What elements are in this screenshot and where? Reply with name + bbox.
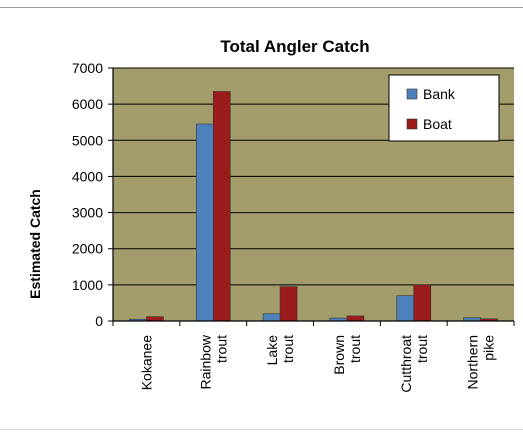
y-tick-label: 6000 [72, 96, 103, 112]
y-axis-label: Estimated Catch [27, 189, 43, 299]
bar-bank [195, 123, 214, 322]
y-tick-label: 7000 [72, 60, 103, 76]
legend: Bank Boat [388, 74, 500, 142]
x-tick-label: Rainbow [197, 334, 213, 389]
x-tick-label: Brown [331, 335, 347, 375]
legend-label-boat: Boat [423, 116, 452, 132]
x-tick-label: Cutthroat [398, 335, 414, 393]
y-tick-label: 2000 [72, 241, 103, 257]
bar-bank [262, 313, 281, 322]
bar-boat [413, 284, 432, 322]
x-tick-label: Kokanee [138, 335, 154, 390]
y-tick-label: 0 [95, 313, 103, 329]
y-tick-label: 3000 [72, 205, 103, 221]
y-tick-label: 5000 [72, 132, 103, 148]
x-tick-label: pike [481, 335, 497, 361]
bar-boat [346, 315, 365, 322]
x-tick-label: Northern [465, 335, 481, 389]
x-tick-label: trout [280, 335, 296, 363]
bar-boat [279, 286, 298, 322]
legend-swatch-bank [406, 88, 418, 100]
top-divider [0, 7, 523, 8]
legend-label-bank: Bank [423, 86, 456, 102]
x-tick-label: trout [414, 335, 430, 363]
legend-box [388, 74, 500, 142]
bottom-divider [0, 429, 523, 430]
bar-boat [212, 91, 231, 322]
x-tick-label: trout [213, 335, 229, 363]
x-tick-label: trout [347, 335, 363, 363]
bar-boat [146, 316, 164, 322]
legend-swatch-boat [406, 118, 418, 130]
bar-bank [396, 295, 415, 322]
x-tick-label: Lake [264, 335, 280, 366]
y-tick-label: 4000 [72, 168, 103, 184]
y-tick-label: 1000 [72, 277, 103, 293]
chart-title: Total Angler Catch [220, 37, 369, 56]
